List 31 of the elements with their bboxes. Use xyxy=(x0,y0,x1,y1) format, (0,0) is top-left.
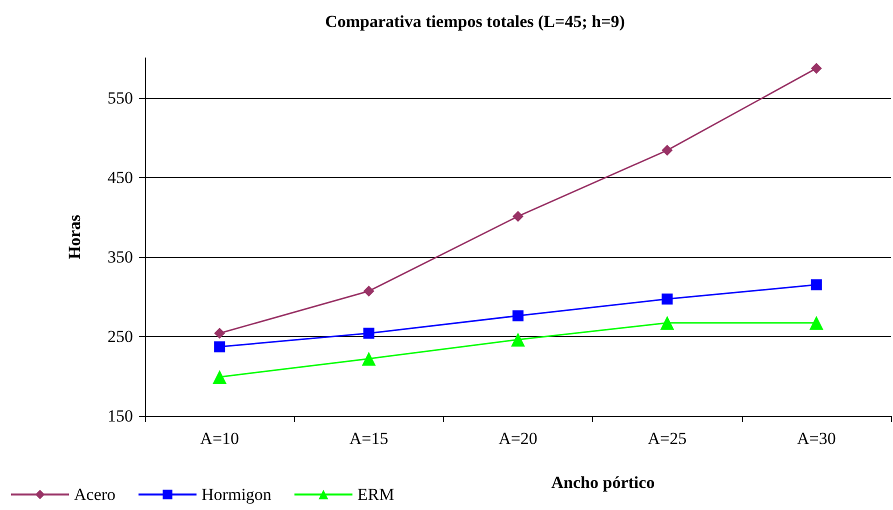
y-tick-label: 450 xyxy=(108,168,133,187)
point xyxy=(511,332,525,347)
point xyxy=(660,316,674,330)
legend-label: ERM xyxy=(357,485,394,504)
point xyxy=(363,328,374,339)
point xyxy=(362,352,376,366)
x-tick-label: A=25 xyxy=(648,429,687,448)
point xyxy=(363,286,374,297)
y-tick-label: 550 xyxy=(108,88,133,108)
chart-title: Comparativa tiempos totales (L=45; h=9) xyxy=(325,12,625,31)
point xyxy=(214,328,226,339)
point xyxy=(809,316,824,330)
y-tick-label: 250 xyxy=(108,326,133,346)
point xyxy=(512,310,524,322)
point xyxy=(662,144,673,156)
x-tick-label: A=15 xyxy=(349,429,388,448)
point xyxy=(810,279,822,290)
x-tick-label: A=20 xyxy=(498,429,538,448)
point xyxy=(662,294,673,305)
x-axis-title: Ancho pórtico xyxy=(551,473,655,492)
point xyxy=(810,62,822,74)
x-tick-label: A=30 xyxy=(796,429,836,448)
y-tick-label: 350 xyxy=(108,247,133,266)
y-tick-label: 150 xyxy=(108,406,133,426)
point xyxy=(214,341,226,352)
point xyxy=(512,210,524,222)
x-tick-label: A=10 xyxy=(200,429,240,448)
legend-label: Acero xyxy=(74,485,116,504)
y-axis-title: Horas xyxy=(65,214,84,260)
legend-label: Hormigon xyxy=(202,485,272,504)
point xyxy=(212,370,227,384)
